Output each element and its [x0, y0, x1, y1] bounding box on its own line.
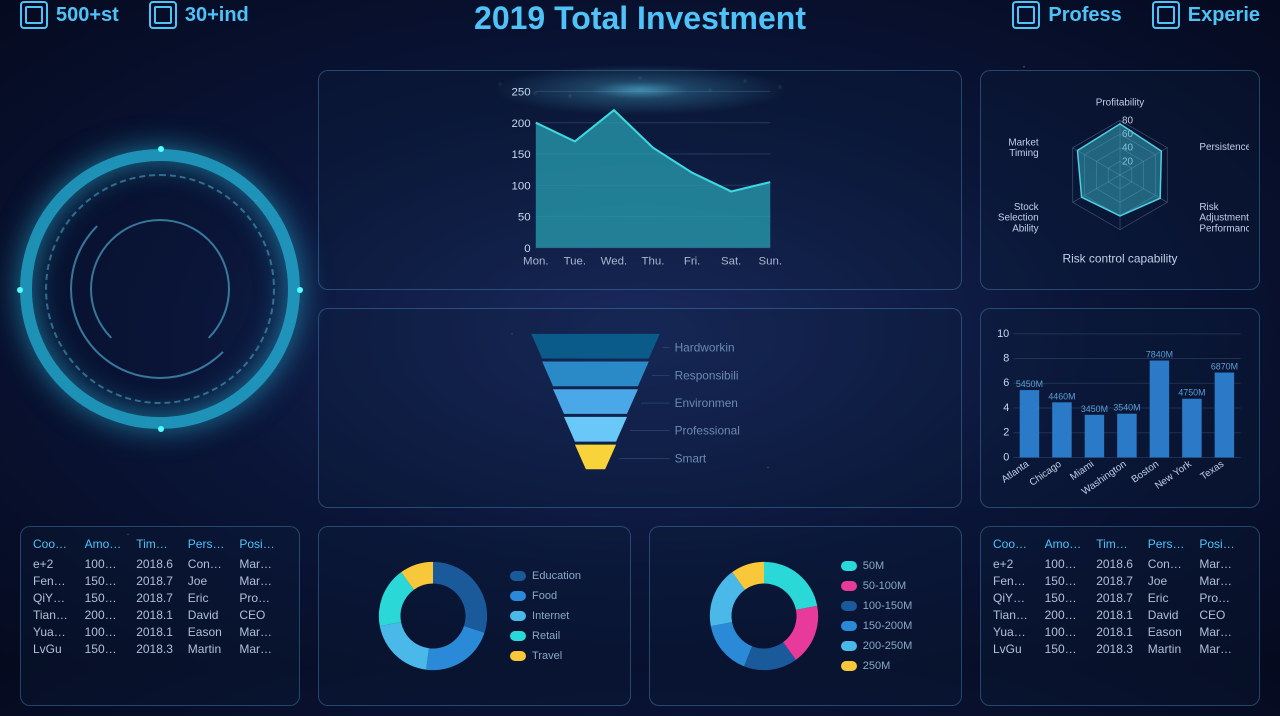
table-col[interactable]: Tim…	[134, 537, 186, 551]
svg-text:250: 250	[511, 87, 530, 99]
svg-text:Adjustment: Adjustment	[1199, 213, 1249, 224]
table-col[interactable]: Coo…	[991, 537, 1043, 551]
left-table: Coo…Amo…Tim…Pers…Posi… e+2100…2018.6Con……	[20, 526, 300, 706]
table-col[interactable]: Tim…	[1094, 537, 1146, 551]
legend-item[interactable]: 200-250M	[841, 640, 913, 652]
svg-text:4460M: 4460M	[1048, 391, 1075, 401]
table-row[interactable]: Fen…150…2018.7JoeMar…	[991, 574, 1249, 588]
svg-text:Thu.: Thu.	[642, 255, 665, 267]
svg-text:3450M: 3450M	[1081, 404, 1108, 414]
svg-text:Tue.: Tue.	[564, 255, 587, 267]
svg-text:Chicago: Chicago	[1028, 459, 1064, 489]
legend-item[interactable]: Internet	[510, 610, 581, 622]
table-row[interactable]: QiY…150…2018.7EricPro…	[31, 591, 289, 605]
stat-industries: 30+ind	[149, 0, 249, 30]
table-row[interactable]: Yua…100…2018.1EasonMar…	[991, 625, 1249, 639]
cube-icon	[1012, 1, 1040, 29]
table-row[interactable]: Tian…200…2018.1DavidCEO	[31, 608, 289, 622]
svg-text:80: 80	[1122, 115, 1134, 126]
svg-text:0: 0	[1003, 451, 1009, 463]
legend-item[interactable]: 100-150M	[841, 600, 913, 612]
svg-text:Stock: Stock	[1014, 202, 1039, 213]
svg-text:Sat.: Sat.	[721, 255, 741, 267]
svg-text:Mon.: Mon.	[523, 255, 548, 267]
table-row[interactable]: Fen…150…2018.7JoeMar…	[31, 574, 289, 588]
table-row[interactable]: QiY…150…2018.7EricPro…	[991, 591, 1249, 605]
legend-item[interactable]: 50M	[841, 560, 913, 572]
svg-text:Performance: Performance	[1199, 224, 1249, 235]
city-bar-chart: 02468105450MAtlanta4460MChicago3450MMiam…	[980, 308, 1260, 508]
legend-item[interactable]: Travel	[510, 650, 581, 662]
svg-text:100: 100	[511, 180, 530, 192]
svg-text:6870M: 6870M	[1211, 362, 1238, 372]
svg-text:Risk: Risk	[1199, 202, 1218, 213]
svg-text:4750M: 4750M	[1178, 388, 1205, 398]
svg-text:Hardworkin: Hardworkin	[675, 341, 735, 355]
table-col[interactable]: Amo…	[1043, 537, 1095, 551]
table-row[interactable]: e+2100…2018.6Con…Mar…	[991, 557, 1249, 571]
svg-text:Texas: Texas	[1199, 459, 1226, 483]
stat-experience: Experie	[1152, 0, 1260, 30]
radar-chart: 20406080ProfitabilityPersistenceRiskAdju…	[980, 70, 1260, 290]
svg-text:5450M: 5450M	[1016, 379, 1043, 389]
svg-text:8: 8	[1003, 353, 1009, 365]
table-row[interactable]: LvGu150…2018.3MartinMar…	[31, 642, 289, 656]
svg-text:Sun.: Sun.	[758, 255, 782, 267]
svg-text:Environmen: Environmen	[675, 396, 738, 410]
svg-text:0: 0	[524, 243, 530, 255]
legend-item[interactable]: Retail	[510, 630, 581, 642]
table-row[interactable]: LvGu150…2018.3MartinMar…	[991, 642, 1249, 656]
table-row[interactable]: e+2100…2018.6Con…Mar…	[31, 557, 289, 571]
table-header[interactable]: Coo…Amo…Tim…Pers…Posi…	[991, 537, 1249, 551]
cube-icon	[20, 1, 48, 29]
svg-text:4: 4	[1003, 402, 1009, 414]
svg-text:Fri.: Fri.	[684, 255, 701, 267]
svg-text:Persistence: Persistence	[1199, 142, 1249, 153]
table-col[interactable]: Amo…	[83, 537, 135, 551]
svg-text:10: 10	[997, 328, 1009, 340]
svg-text:150: 150	[511, 149, 530, 161]
table-col[interactable]: Posi…	[1197, 537, 1249, 551]
svg-text:New York: New York	[1153, 459, 1194, 492]
table-col[interactable]: Posi…	[237, 537, 289, 551]
weekly-area-chart: 0 50 100 150 200 250 Mon. Tue. Wed. Thu. Fri. Sat. S…	[318, 70, 962, 290]
legend-item[interactable]: 50-100M	[841, 580, 913, 592]
svg-text:7840M: 7840M	[1146, 350, 1173, 360]
svg-text:Selection: Selection	[998, 213, 1039, 224]
svg-text:2: 2	[1003, 427, 1009, 439]
svg-text:Profitability: Profitability	[1096, 98, 1144, 109]
table-col[interactable]: Pers…	[1146, 537, 1198, 551]
stat-professional: Profess	[1012, 0, 1121, 30]
svg-text:50: 50	[518, 212, 531, 224]
legend-item[interactable]: Food	[510, 590, 581, 602]
svg-text:Smart: Smart	[675, 451, 707, 465]
svg-text:Wed.: Wed.	[601, 255, 628, 267]
center-ring-visual	[20, 70, 300, 508]
funnel-chart: Hardworkin Responsibili Environmen Professi…	[318, 308, 962, 508]
stat-staff: 500+st	[20, 0, 119, 30]
table-row[interactable]: Yua…100…2018.1EasonMar…	[31, 625, 289, 639]
table-col[interactable]: Pers…	[186, 537, 238, 551]
table-col[interactable]: Coo…	[31, 537, 83, 551]
cube-icon	[1152, 1, 1180, 29]
svg-text:200: 200	[511, 118, 530, 130]
svg-text:Ability: Ability	[1012, 224, 1038, 235]
svg-text:6: 6	[1003, 377, 1009, 389]
capital-donut: 50M 50-100M 100-150M 150-200M 200-250M 250M	[649, 526, 962, 706]
table-row[interactable]: Tian…200…2018.1DavidCEO	[991, 608, 1249, 622]
legend-item[interactable]: Education	[510, 570, 581, 582]
svg-text:Responsibili: Responsibili	[675, 368, 739, 382]
svg-text:Timing: Timing	[1009, 148, 1038, 159]
svg-text:Market: Market	[1008, 137, 1039, 148]
svg-text:Risk control capability: Risk control capability	[1063, 251, 1178, 265]
legend-item[interactable]: 250M	[841, 660, 913, 672]
svg-text:Professional: Professional	[675, 424, 740, 438]
sector-donut: Education Food Internet Retail Travel	[318, 526, 631, 706]
legend-item[interactable]: 150-200M	[841, 620, 913, 632]
svg-text:3540M: 3540M	[1113, 403, 1140, 413]
right-table: Coo…Amo…Tim…Pers…Posi… e+2100…2018.6Con……	[980, 526, 1260, 706]
table-header[interactable]: Coo…Amo…Tim…Pers…Posi…	[31, 537, 289, 551]
cube-icon	[149, 1, 177, 29]
